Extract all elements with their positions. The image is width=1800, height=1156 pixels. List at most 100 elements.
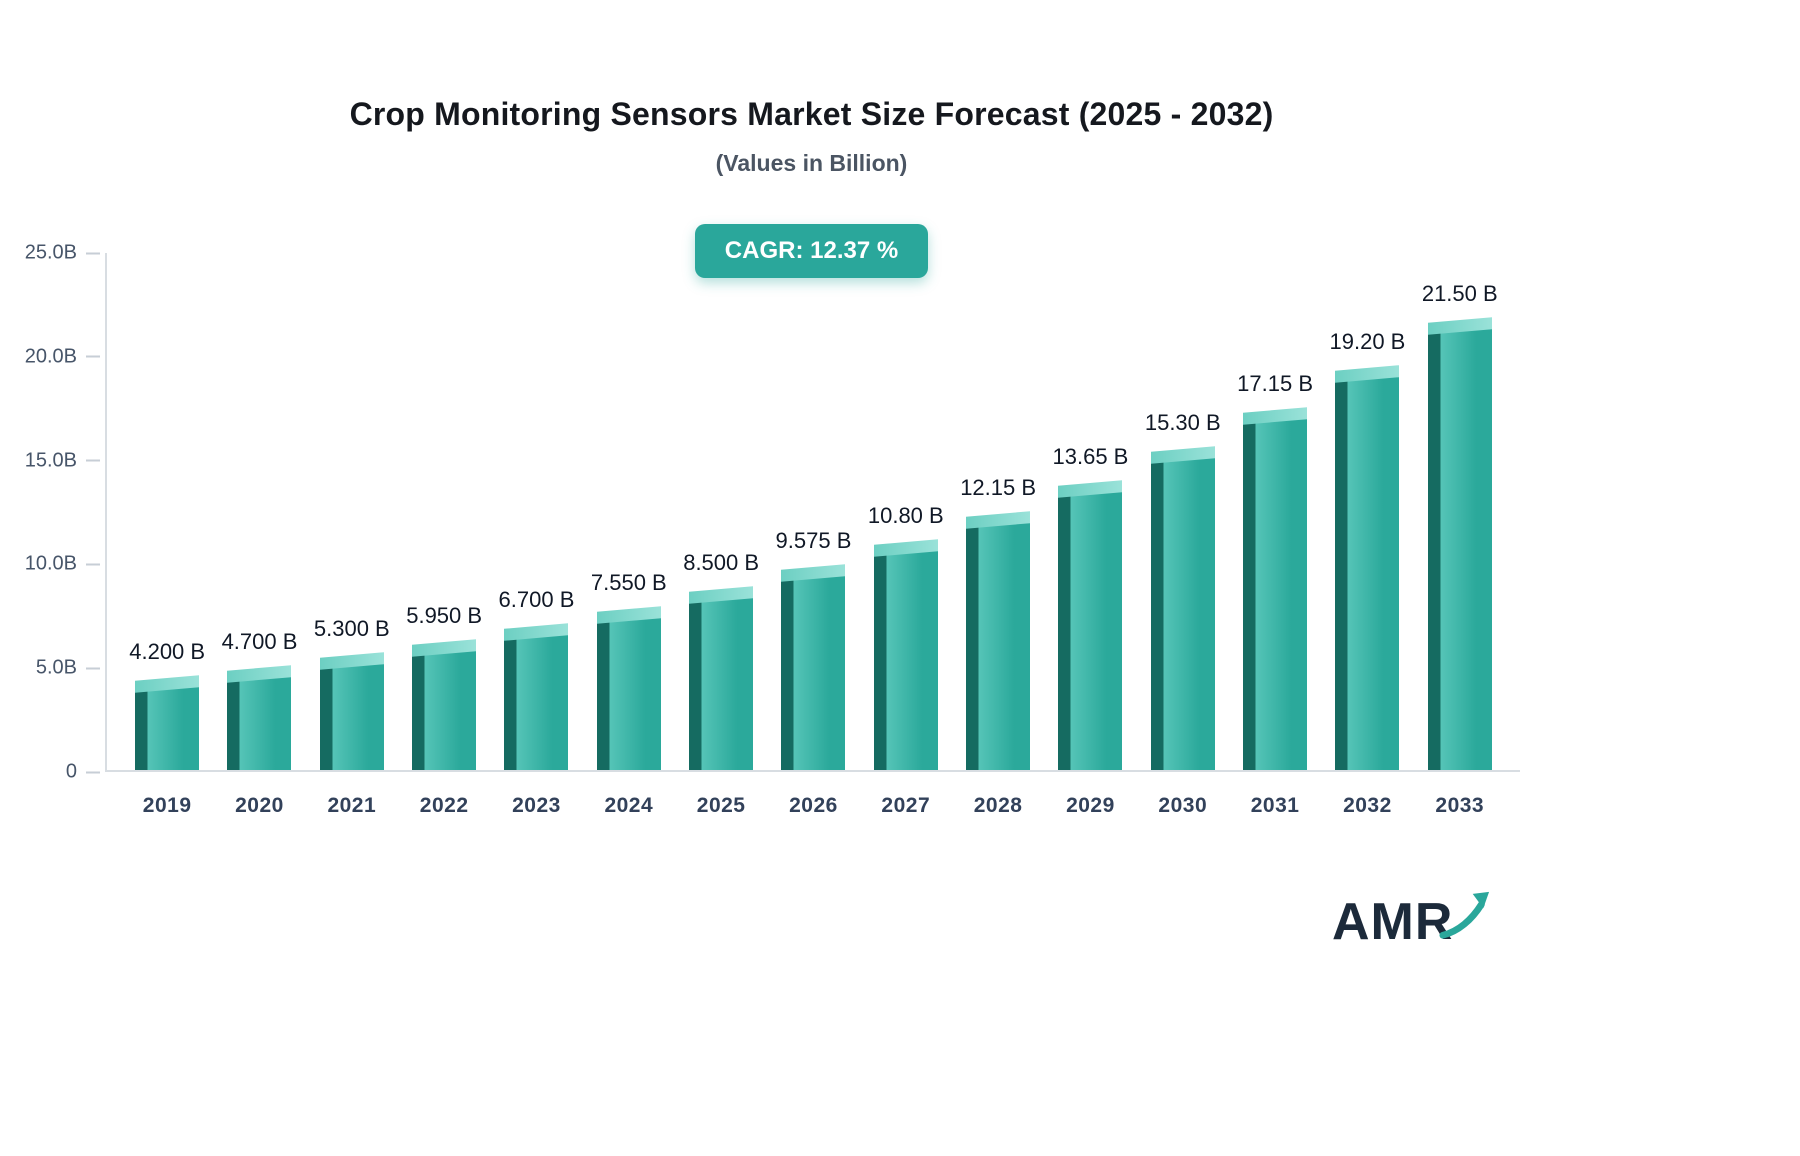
- bar-2022: [412, 639, 477, 770]
- bar-value-label: 7.550 B: [590, 569, 667, 595]
- x-axis-label: 2027: [881, 794, 931, 817]
- bar-2031: [1243, 407, 1308, 770]
- bar-top-face: [504, 623, 569, 642]
- y-axis-tick-label: 10.0B: [24, 552, 77, 575]
- y-axis-tick-mark: [86, 252, 100, 254]
- bar-value-label: 17.15 B: [1237, 371, 1314, 397]
- bar-value-label: 9.575 B: [775, 528, 852, 553]
- bar-value-label: 4.700 B: [221, 628, 298, 654]
- plot-area: 4.200 B 2019 4.700 B 2020 5.300 B 2021 5.950 B…: [105, 253, 1520, 817]
- bar-top-face: [412, 639, 477, 657]
- bar-top-face: [689, 586, 754, 605]
- bar-2030: [1150, 445, 1215, 770]
- bar-2033: [1427, 317, 1492, 770]
- bar-2028: [966, 510, 1031, 770]
- bar-value-label: 4.200 B: [129, 639, 206, 665]
- bar-top-face: [227, 665, 292, 683]
- y-axis-tick: 5.0B: [36, 657, 100, 680]
- bar-slot: 4.700 B 2020: [213, 253, 305, 817]
- y-axis-tick-mark: [86, 771, 100, 773]
- bar-value-label: 5.950 B: [406, 602, 483, 628]
- bar-2024: [596, 606, 661, 770]
- chart-title: Crop Monitoring Sensors Market Size Fore…: [349, 96, 1274, 132]
- bar-value-label: 13.65 B: [1052, 443, 1129, 469]
- y-axis-tick-mark: [86, 563, 100, 566]
- bar-2029: [1058, 479, 1123, 770]
- y-axis-tick-label: 5.0B: [35, 656, 77, 679]
- bar-value-label: 12.15 B: [960, 474, 1037, 500]
- bar-slot: 10.80 B 2027: [860, 253, 952, 817]
- bar-2019: [135, 675, 200, 770]
- x-axis-label: 2024: [604, 794, 654, 817]
- bar-slot: 5.950 B 2022: [398, 253, 490, 817]
- y-axis-tick-label: 0: [65, 760, 77, 783]
- y-axis-tick-mark: [86, 459, 100, 462]
- y-axis-tick: 10.0B: [25, 553, 100, 576]
- x-axis-label: 2021: [327, 794, 377, 817]
- bar-top-face: [135, 675, 200, 693]
- bar-value-label: 6.700 B: [498, 587, 575, 613]
- y-axis-tick: 0: [66, 761, 100, 784]
- bar-top-face: [1150, 445, 1215, 464]
- x-axis-label: 2033: [1435, 794, 1485, 817]
- x-axis-label: 2030: [1158, 794, 1208, 817]
- bar-top-face: [1427, 317, 1492, 336]
- bar-top-face: [873, 538, 938, 557]
- x-axis-label: 2023: [512, 794, 561, 817]
- y-axis-tick-label: 15.0B: [24, 449, 77, 472]
- bar-top-face: [319, 652, 384, 671]
- bar-2020: [227, 665, 292, 770]
- bar-slot: 13.65 B 2029: [1044, 253, 1136, 817]
- x-axis-label: 2025: [696, 794, 746, 817]
- bar-slot: 7.550 B 2024: [583, 253, 675, 817]
- x-axis-label: 2029: [1066, 794, 1115, 817]
- bar-slot: 9.575 B 2026: [767, 253, 859, 817]
- amr-logo-text: AMR: [1332, 893, 1454, 951]
- cagr-badge: CAGR: 12.37 %: [694, 224, 929, 278]
- cagr-badge-row: CAGR: 12.37 %: [105, 224, 1518, 278]
- bar-slot: 8.500 B 2025: [675, 253, 767, 817]
- x-axis-label: 2019: [142, 794, 192, 817]
- bar-2027: [873, 538, 938, 770]
- bar-value-label: 10.80 B: [867, 502, 944, 528]
- bar-top-face: [966, 510, 1031, 529]
- amr-logo: AMR: [1332, 891, 1491, 951]
- y-axis-tick-label: 25.0B: [24, 241, 77, 264]
- bar-value-label: 15.30 B: [1144, 409, 1221, 435]
- bar-top-face: [596, 606, 661, 624]
- bar-top-face: [1243, 407, 1308, 426]
- bar-top-face: [1335, 365, 1400, 383]
- amr-logo-arrow-icon: [1439, 891, 1490, 939]
- x-axis-label: 2028: [973, 794, 1023, 817]
- y-axis-tick-mark: [86, 355, 100, 358]
- y-axis-tick: 20.0B: [25, 345, 100, 368]
- bar-top-face: [1058, 479, 1123, 498]
- y-axis-tick-mark: [86, 667, 100, 670]
- bar-2025: [689, 586, 754, 770]
- x-axis-label: 2022: [419, 794, 469, 817]
- y-axis-tick: 25.0B: [25, 242, 100, 265]
- x-axis-label: 2032: [1343, 794, 1392, 817]
- bar-slot: 5.300 B 2021: [306, 253, 398, 817]
- chart-subtitle: (Values in Billion): [715, 150, 908, 176]
- bar-value-label: 19.20 B: [1329, 328, 1406, 354]
- bar-slot: 21.50 B 2033: [1414, 253, 1506, 817]
- bar-slot: 19.20 B 2032: [1321, 253, 1413, 817]
- x-axis-label: 2026: [789, 794, 838, 817]
- x-axis-label: 2020: [235, 794, 284, 817]
- y-axis-tick: 15.0B: [25, 449, 100, 472]
- bar-slot: 4.200 B 2019: [121, 253, 213, 817]
- bar-2032: [1335, 365, 1400, 770]
- x-axis-label: 2031: [1250, 794, 1300, 817]
- bar-2026: [781, 564, 846, 770]
- bar-slot: 6.700 B 2023: [490, 253, 582, 817]
- bar-value-label: 5.300 B: [313, 616, 390, 642]
- bar-top-face: [781, 564, 846, 582]
- bar-value-label: 21.50 B: [1421, 281, 1498, 307]
- y-axis: 0 5.0B 10.0B 15.0B 20.0B 25.0B: [20, 242, 105, 783]
- bar-2021: [319, 652, 384, 770]
- bar-slot: 15.30 B 2030: [1137, 253, 1229, 817]
- chart-area: 0 5.0B 10.0B 15.0B 20.0B 25.0B 4.200 B 2019 4.7…: [20, 242, 1520, 817]
- bar-value-label: 8.500 B: [683, 550, 760, 576]
